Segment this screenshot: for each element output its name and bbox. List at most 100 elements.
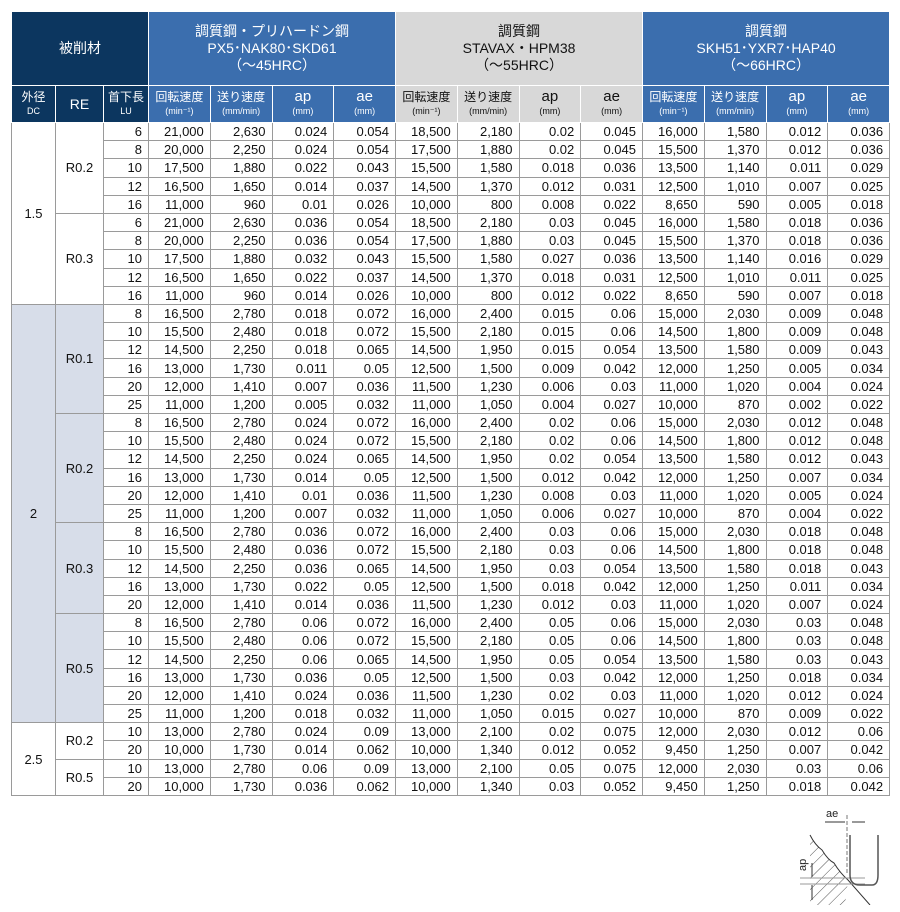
value-cell: 590 <box>703 285 767 305</box>
value-cell: 13,000 <box>148 722 211 742</box>
value-cell: 0.025 <box>827 176 891 196</box>
value-cell: 0.02 <box>518 431 582 451</box>
value-cell: 11,000 <box>148 703 211 724</box>
table-row: 16 11,000 960 0.014 0.026 10,000 800 0.012 0.022… <box>12 285 891 305</box>
value-cell: 960 <box>209 194 273 214</box>
value-cell: 1,200 <box>209 503 273 524</box>
value-cell: 2,780 <box>209 758 273 778</box>
lu-cell: 25 <box>102 503 150 524</box>
table-row: 8 20,000 2,250 0.024 0.054 17,500 1,880 0.02 0.0… <box>12 140 891 160</box>
lu-cell: 8 <box>102 613 150 633</box>
value-cell: 0.065 <box>333 340 397 360</box>
value-cell: 0.032 <box>333 703 397 724</box>
col-header: ap (mm) <box>765 85 829 123</box>
table-row: 16 13,000 1,730 0.014 0.05 12,500 1,500 0.012 0.… <box>12 467 891 487</box>
value-cell: 0.05 <box>518 613 582 633</box>
value-cell: 14,500 <box>642 540 705 560</box>
value-cell: 1,340 <box>456 776 520 796</box>
value-cell: 1,950 <box>456 340 520 360</box>
lu-cell: 8 <box>102 140 150 160</box>
value-cell: 15,500 <box>395 249 458 269</box>
value-cell: 1,880 <box>456 231 520 251</box>
value-cell: 0.018 <box>765 540 829 560</box>
value-cell: 1,410 <box>209 485 273 505</box>
value-cell: 15,000 <box>642 613 705 633</box>
value-cell: 0.014 <box>271 594 335 615</box>
value-cell: 0.007 <box>765 594 829 615</box>
value-cell: 12,000 <box>148 685 211 706</box>
value-cell: 14,500 <box>395 176 458 196</box>
value-cell: 0.065 <box>333 449 397 469</box>
value-cell: 11,000 <box>148 194 211 214</box>
value-cell: 0.018 <box>765 212 829 233</box>
value-cell: 0.036 <box>271 212 335 233</box>
value-cell: 0.032 <box>333 394 397 415</box>
value-cell: 21,000 <box>148 121 211 142</box>
col-header: 回転速度 (min⁻¹) <box>642 85 705 123</box>
value-cell: 1,880 <box>209 249 273 269</box>
value-cell: 10,000 <box>395 776 458 796</box>
lu-cell: 12 <box>102 340 150 360</box>
value-cell: 0.03 <box>518 540 582 560</box>
value-cell: 2,250 <box>209 340 273 360</box>
value-cell: 0.018 <box>827 194 891 214</box>
value-cell: 11,000 <box>395 394 458 415</box>
value-cell: 0.072 <box>333 631 397 651</box>
value-cell: 0.024 <box>271 140 335 160</box>
value-cell: 2,630 <box>209 212 273 233</box>
col-header: ap (mm) <box>271 85 335 123</box>
value-cell: 0.025 <box>827 267 891 287</box>
lu-cell: 20 <box>102 376 150 396</box>
value-cell: 870 <box>703 394 767 415</box>
value-cell: 2,030 <box>703 722 767 742</box>
value-cell: 12,000 <box>148 485 211 505</box>
value-cell: 0.06 <box>580 303 644 324</box>
value-cell: 870 <box>703 503 767 524</box>
value-cell: 0.05 <box>333 358 397 378</box>
value-cell: 13,500 <box>642 449 705 469</box>
re-cell: R0.5 <box>55 613 104 724</box>
table-row: 16 13,000 1,730 0.022 0.05 12,500 1,500 0.018 0.… <box>12 576 891 596</box>
value-cell: 16,000 <box>395 303 458 324</box>
table-row: R0.5 8 16,500 2,780 0.06 0.072 16,000 2,400 0.05… <box>12 613 891 724</box>
value-cell: 0.005 <box>271 394 335 415</box>
value-cell: 0.027 <box>580 503 644 524</box>
value-cell: 0.018 <box>518 267 582 287</box>
value-cell: 10,000 <box>395 285 458 305</box>
value-cell: 0.012 <box>518 740 582 760</box>
value-cell: 2,400 <box>456 303 520 324</box>
value-cell: 1,950 <box>456 558 520 578</box>
value-cell: 16,000 <box>395 522 458 542</box>
value-cell: 0.022 <box>827 394 891 415</box>
value-cell: 13,500 <box>642 649 705 669</box>
lu-cell: 6 <box>102 212 150 233</box>
value-cell: 11,500 <box>395 685 458 706</box>
value-cell: 1,580 <box>703 558 767 578</box>
value-cell: 0.007 <box>765 285 829 305</box>
value-cell: 1,730 <box>209 667 273 687</box>
value-cell: 0.075 <box>580 722 644 742</box>
value-cell: 1,370 <box>703 231 767 251</box>
value-cell: 800 <box>456 194 520 214</box>
value-cell: 0.029 <box>827 158 891 178</box>
value-cell: 0.02 <box>518 412 582 433</box>
value-cell: 2,250 <box>209 140 273 160</box>
value-cell: 12,500 <box>642 267 705 287</box>
value-cell: 0.027 <box>580 394 644 415</box>
value-cell: 0.05 <box>333 576 397 596</box>
ap-label: ap <box>797 859 809 871</box>
table-row: 12 16,500 1,650 0.022 0.037 14,500 1,370 0.018 0… <box>12 267 891 287</box>
table-row: 25 11,000 1,200 0.007 0.032 11,000 1,050 0.006 0… <box>12 503 891 524</box>
value-cell: 0.048 <box>827 412 891 433</box>
value-cell: 0.06 <box>827 722 891 742</box>
value-cell: 0.012 <box>518 285 582 305</box>
value-cell: 15,000 <box>642 412 705 433</box>
value-cell: 2,780 <box>209 522 273 542</box>
value-cell: 0.015 <box>518 303 582 324</box>
value-cell: 0.009 <box>765 322 829 342</box>
value-cell: 0.026 <box>333 194 397 214</box>
value-cell: 0.02 <box>518 449 582 469</box>
value-cell: 11,000 <box>642 594 705 615</box>
value-cell: 2,030 <box>703 522 767 542</box>
value-cell: 0.005 <box>765 194 829 214</box>
